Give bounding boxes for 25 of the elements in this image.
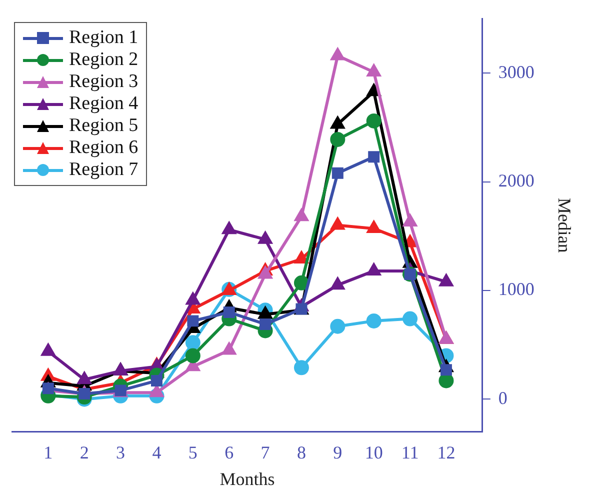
x-tick-label: 8 xyxy=(296,442,306,462)
x-tick-label: 10 xyxy=(364,442,383,462)
x-tick-label: 2 xyxy=(80,442,89,462)
y-tick-label: 2000 xyxy=(498,170,534,191)
y-tick-label: 1000 xyxy=(498,279,534,300)
legend-label: Region 1 xyxy=(69,27,138,49)
legend-label: Region 6 xyxy=(69,137,138,159)
x-axis-title: Months xyxy=(220,468,275,489)
x-tick-label: 6 xyxy=(224,442,234,462)
x-tick-label: 1 xyxy=(44,442,53,462)
x-tick-label: 12 xyxy=(437,442,456,462)
legend-label: Region 7 xyxy=(69,159,138,181)
legend-label: Region 2 xyxy=(69,49,138,71)
x-tick-label: 9 xyxy=(333,442,342,462)
x-tick-label: 4 xyxy=(152,442,162,462)
x-tick-label: 7 xyxy=(260,442,270,462)
legend-label: Region 3 xyxy=(69,71,138,93)
y-tick-label: 0 xyxy=(498,388,508,408)
legend-label: Region 4 xyxy=(69,93,138,115)
x-tick-label: 3 xyxy=(116,442,126,462)
y-tick-label: 3000 xyxy=(498,62,534,82)
x-tick-label: 11 xyxy=(401,442,419,462)
y-axis-title: Median xyxy=(554,198,574,253)
x-tick-label: 5 xyxy=(188,442,198,462)
legend-label: Region 5 xyxy=(69,115,138,137)
